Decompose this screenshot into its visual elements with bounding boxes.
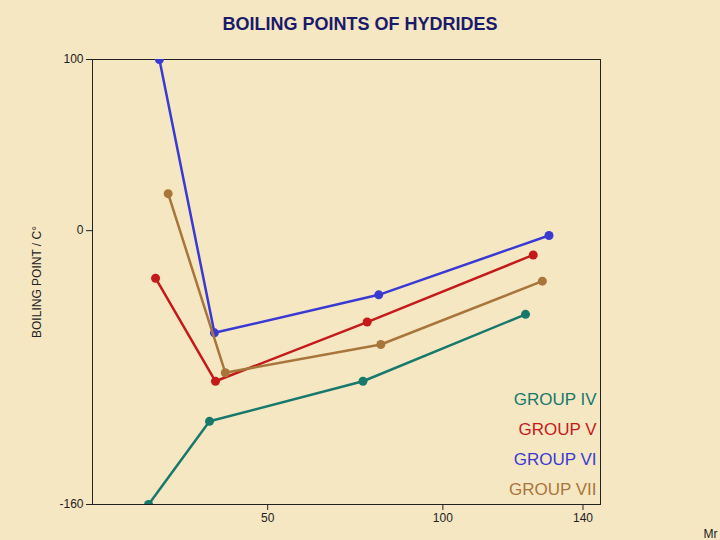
- svg-text:-160: -160: [59, 497, 83, 511]
- svg-text:50: 50: [261, 511, 275, 525]
- svg-text:100: 100: [63, 52, 83, 66]
- html-text:BOILING POINTS OF HYDRIDES: BOILING POINTS OF HYDRIDES: [222, 14, 498, 34]
- svg-text:100: 100: [433, 511, 453, 525]
- svg-text:0: 0: [77, 223, 84, 237]
- svg-text:GROUP IV: GROUP IV: [514, 390, 597, 409]
- svg-text:GROUP V: GROUP V: [518, 420, 597, 439]
- svg-text:Mr: Mr: [704, 527, 718, 540]
- svg-text:BOILING POINT / C°: BOILING POINT / C°: [30, 226, 44, 338]
- svg-text:140: 140: [573, 511, 593, 525]
- svg-text:GROUP VI: GROUP VI: [514, 450, 597, 469]
- svg-text:GROUP VII: GROUP VII: [509, 480, 597, 499]
